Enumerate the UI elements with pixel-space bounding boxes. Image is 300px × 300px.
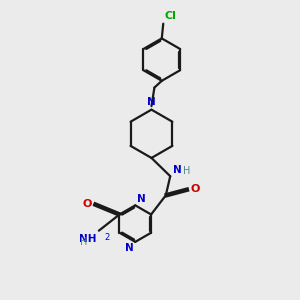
Text: N: N <box>172 165 181 175</box>
Text: H: H <box>80 237 88 247</box>
Text: N: N <box>125 243 134 253</box>
Text: O: O <box>190 184 200 194</box>
Text: N: N <box>137 194 146 204</box>
Text: 2: 2 <box>104 233 110 242</box>
Text: N: N <box>147 97 156 107</box>
Text: NH: NH <box>79 234 97 244</box>
Text: Cl: Cl <box>165 11 177 21</box>
Text: H: H <box>183 166 190 176</box>
Text: O: O <box>82 199 92 209</box>
